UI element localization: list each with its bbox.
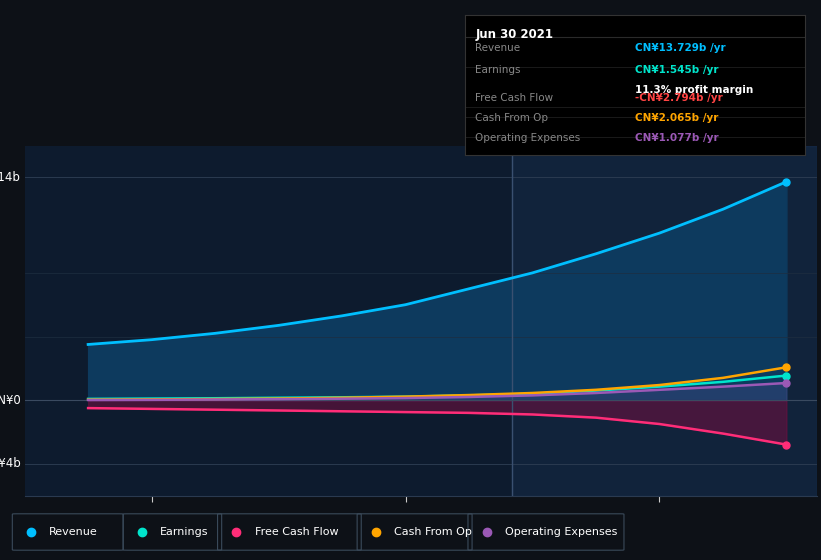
Text: Operating Expenses: Operating Expenses (505, 527, 617, 537)
Bar (512, 146, 817, 496)
Text: Cash From Op: Cash From Op (394, 527, 472, 537)
Text: CN¥1.545b /yr: CN¥1.545b /yr (635, 66, 718, 76)
Text: Earnings: Earnings (475, 66, 521, 76)
Text: Revenue: Revenue (475, 43, 521, 53)
Text: Revenue: Revenue (49, 527, 98, 537)
Text: CN¥0: CN¥0 (0, 394, 21, 407)
Text: CN¥1.077b /yr: CN¥1.077b /yr (635, 133, 718, 143)
Text: CN¥13.729b /yr: CN¥13.729b /yr (635, 43, 726, 53)
Text: Free Cash Flow: Free Cash Flow (475, 94, 553, 104)
Text: Operating Expenses: Operating Expenses (475, 133, 580, 143)
Text: Earnings: Earnings (160, 527, 209, 537)
Text: 11.3% profit margin: 11.3% profit margin (635, 85, 753, 95)
Text: CN¥2.065b /yr: CN¥2.065b /yr (635, 113, 718, 123)
Text: Free Cash Flow: Free Cash Flow (255, 527, 338, 537)
Text: Jun 30 2021: Jun 30 2021 (475, 27, 553, 41)
Text: CN¥14b: CN¥14b (0, 171, 21, 184)
Text: -CN¥2.794b /yr: -CN¥2.794b /yr (635, 94, 722, 104)
Text: -CN¥4b: -CN¥4b (0, 458, 21, 470)
Text: Cash From Op: Cash From Op (475, 113, 548, 123)
